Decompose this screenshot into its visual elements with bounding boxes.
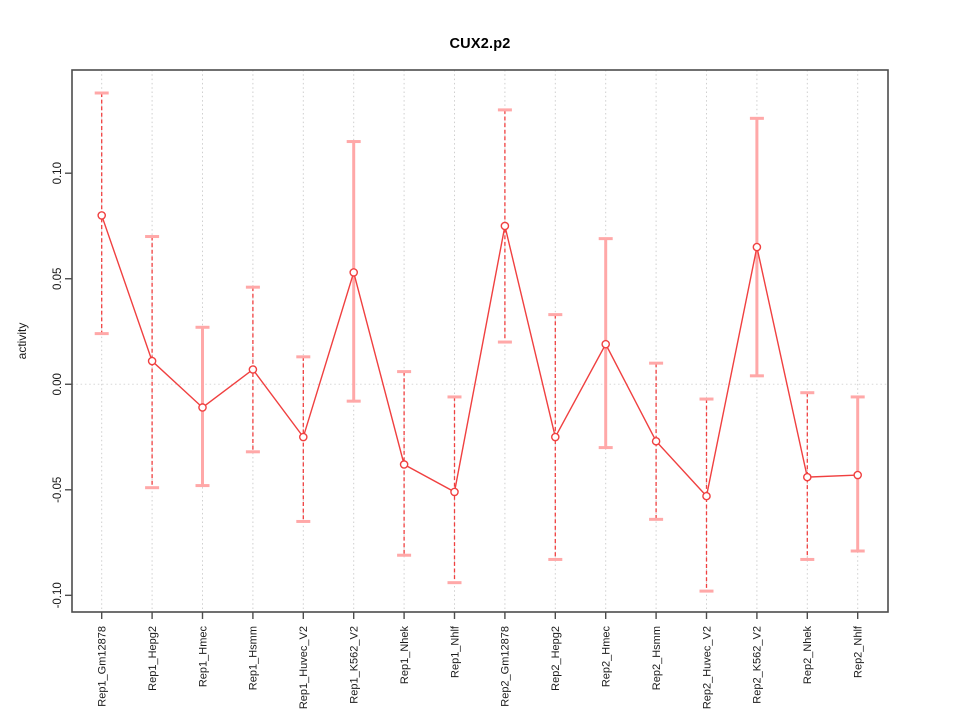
- y-tick-label: 0.05: [52, 268, 64, 290]
- x-tick-label: Rep2_Huvec_V2: [701, 626, 713, 709]
- data-point: [803, 472, 812, 482]
- data-point: [450, 487, 459, 497]
- data-point: [298, 432, 308, 442]
- x-tick-label: Rep2_Hmec: [601, 626, 613, 688]
- y-tick-label: 0.10: [52, 162, 64, 184]
- x-tick-label: Rep2_Nhek: [802, 626, 814, 685]
- data-point: [248, 365, 258, 374]
- x-tick-label: Rep1_K562_V2: [349, 626, 361, 704]
- y-tick-label: -0.05: [52, 477, 64, 503]
- x-tick-label: Rep1_Hsmm: [248, 626, 260, 690]
- data-point: [399, 460, 409, 469]
- y-tick-label: 0.00: [52, 373, 64, 395]
- x-tick-label: Rep1_Hmec: [197, 626, 209, 688]
- series-line: [101, 215, 858, 498]
- x-tick-label: Rep1_Gm12878: [97, 626, 109, 707]
- x-tick-label: Rep2_Nhlf: [853, 625, 865, 678]
- data-point: [752, 242, 762, 252]
- data-point: [198, 403, 207, 412]
- x-tick-label: Rep2_Hepg2: [550, 626, 562, 691]
- data-point: [500, 221, 510, 231]
- data-point: [702, 491, 711, 501]
- y-tick-label: -0.10: [52, 582, 64, 608]
- x-tick-label: Rep1_Nhlf: [449, 625, 461, 678]
- plot-frame: [71, 69, 889, 613]
- x-tick-label: Rep2_Gm12878: [500, 626, 512, 707]
- x-tick-label: Rep1_Huvec_V2: [298, 626, 310, 709]
- data-point: [651, 436, 661, 446]
- data-point: [853, 470, 863, 480]
- data-point: [601, 339, 611, 349]
- data-point: [147, 356, 157, 366]
- x-tick-label: Rep2_K562_V2: [752, 626, 764, 704]
- data-point: [97, 211, 106, 220]
- x-tick-label: Rep1_Hepg2: [147, 626, 159, 691]
- data-point: [551, 432, 560, 442]
- x-tick-label: Rep1_Nhek: [399, 626, 411, 685]
- chart-title: CUX2.p2: [449, 36, 511, 52]
- data-point: [349, 268, 359, 277]
- x-tick-label: Rep2_Hsmm: [651, 626, 663, 690]
